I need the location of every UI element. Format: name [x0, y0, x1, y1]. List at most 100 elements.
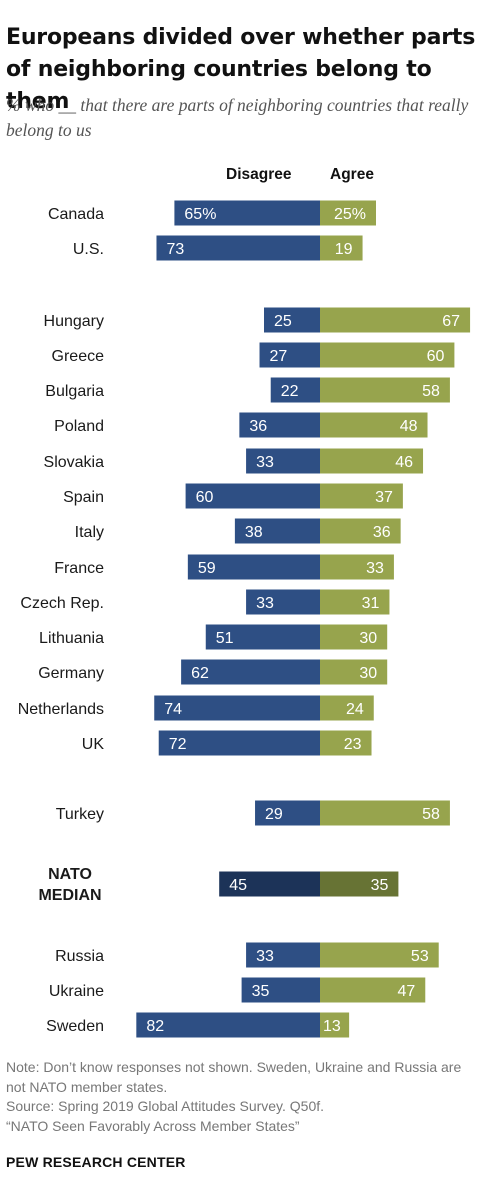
value-label-disagree-ukraine: 35	[252, 983, 270, 1000]
bar-agree-u-s	[320, 235, 363, 261]
bar-row-france: France 59 33	[54, 554, 394, 580]
category-label-canada: Canada	[48, 206, 104, 223]
bar-row-turkey: Turkey 29 58	[56, 800, 450, 826]
bar-disagree-bulgaria	[270, 377, 320, 403]
bar-agree-sweden	[320, 1012, 350, 1038]
value-label-agree-italy: 36	[373, 524, 391, 541]
value-label-disagree-italy: 38	[245, 524, 263, 541]
category-label-uk: UK	[82, 736, 105, 753]
value-label-disagree-germany: 62	[191, 665, 209, 682]
bar-row-u-s: U.S. 73 19	[73, 235, 363, 261]
bar-row-canada: Canada 65% 25%	[48, 200, 376, 226]
category-label-czech-rep: Czech Rep.	[20, 595, 104, 612]
source-text: Source: Spring 2019 Global Attitudes Sur…	[6, 1098, 325, 1114]
value-label-disagree-lithuania: 51	[216, 630, 234, 647]
value-label-agree-spain: 37	[375, 489, 393, 506]
bar-agree-turkey	[320, 800, 450, 826]
value-label-disagree-netherlands: 74	[164, 701, 182, 718]
bar-disagree-spain	[185, 483, 320, 509]
chart-notes: Note: Don’t know responses not shown. Sw…	[6, 1058, 484, 1136]
bar-disagree-italy	[234, 518, 320, 544]
value-label-disagree-u-s: 73	[166, 241, 184, 258]
category-label-slovakia: Slovakia	[44, 454, 105, 471]
category-label-turkey: Turkey	[56, 806, 104, 823]
bar-agree-lithuania	[320, 624, 388, 650]
value-label-agree-ukraine: 47	[397, 983, 415, 1000]
value-label-agree-france: 33	[366, 560, 384, 577]
bar-agree-hungary	[320, 307, 471, 333]
value-label-agree-bulgaria: 58	[422, 383, 440, 400]
bar-row-poland: Poland 36 48	[54, 412, 428, 438]
bar-row-greece: Greece 27 60	[52, 342, 455, 368]
value-label-agree-germany: 30	[359, 665, 377, 682]
bar-row-sweden: Sweden 82 13	[46, 1012, 350, 1038]
bar-disagree-uk	[158, 730, 320, 756]
bar-disagree-hungary	[264, 307, 320, 333]
value-label-agree-slovakia: 46	[395, 454, 413, 471]
bar-disagree-germany	[181, 659, 320, 685]
bar-row-ukraine: Ukraine 35 47	[49, 977, 426, 1003]
bar-agree-germany	[320, 659, 388, 685]
value-label-agree-lithuania: 30	[359, 630, 377, 647]
bar-disagree-lithuania	[205, 624, 320, 650]
value-label-disagree-bulgaria: 22	[281, 383, 299, 400]
value-label-disagree-hungary: 25	[274, 313, 292, 330]
report-title-text: “NATO Seen Favorably Across Member State…	[6, 1117, 300, 1134]
category-label-nato-median: NATO MEDIAN	[38, 866, 101, 904]
value-label-agree-czech-rep: 31	[362, 595, 380, 612]
bar-row-bulgaria: Bulgaria 22 58	[45, 377, 450, 403]
bar-agree-russia	[320, 942, 439, 968]
bar-agree-uk	[320, 730, 372, 756]
category-label-netherlands: Netherlands	[18, 701, 104, 718]
chart-title: Europeans divided over whether parts of …	[6, 25, 476, 114]
bar-disagree-poland	[239, 412, 320, 438]
bar-disagree-greece	[259, 342, 320, 368]
bar-row-germany: Germany 62 30	[38, 659, 388, 685]
category-label-hungary: Hungary	[44, 313, 104, 330]
legend-agree: Agree	[330, 166, 374, 183]
value-label-disagree-turkey: 29	[265, 806, 283, 823]
bar-agree-netherlands	[320, 695, 374, 721]
bar-disagree-netherlands	[154, 695, 320, 721]
category-label-italy: Italy	[75, 524, 104, 541]
diverging-bar-chart: Canada 65% 25% U.S. 73 19 Hungary 25 67 Greece 27 6…	[18, 200, 471, 1038]
bar-disagree-ukraine	[241, 977, 320, 1003]
value-label-disagree-france: 59	[198, 560, 216, 577]
bar-agree-greece	[320, 342, 455, 368]
category-label-greece: Greece	[52, 348, 105, 365]
value-label-disagree-russia: 33	[256, 948, 274, 965]
bar-agree-czech-rep	[320, 589, 390, 615]
bar-row-netherlands: Netherlands 74 24	[18, 695, 374, 721]
value-label-agree-u-s: 19	[335, 241, 353, 258]
chart-subtitle: % who __ that there are parts of neighbo…	[6, 95, 469, 140]
category-label-spain: Spain	[63, 489, 104, 506]
category-label-lithuania: Lithuania	[39, 630, 104, 647]
note-text: Note: Don’t know responses not shown. Sw…	[6, 1059, 462, 1095]
category-label-poland: Poland	[54, 418, 104, 435]
bar-disagree-sweden	[136, 1012, 320, 1038]
bar-agree-ukraine	[320, 977, 426, 1003]
value-label-agree-greece: 60	[427, 348, 445, 365]
bar-agree-italy	[320, 518, 401, 544]
bar-agree-spain	[320, 483, 403, 509]
value-label-disagree-uk: 72	[169, 736, 187, 753]
bar-agree-bulgaria	[320, 377, 450, 403]
value-label-disagree-poland: 36	[249, 418, 267, 435]
bar-row-lithuania: Lithuania 51 30	[39, 624, 388, 650]
value-label-disagree-slovakia: 33	[256, 454, 274, 471]
value-label-agree-nato-median: 35	[371, 877, 389, 894]
value-label-agree-sweden: 13	[323, 1018, 341, 1035]
value-label-disagree-nato-median: 45	[229, 877, 247, 894]
bar-row-czech-rep: Czech Rep. 33 31	[20, 589, 390, 615]
value-label-disagree-spain: 60	[196, 489, 214, 506]
bar-disagree-slovakia	[246, 448, 320, 474]
bar-disagree-czech-rep	[246, 589, 320, 615]
bar-disagree-france	[187, 554, 320, 580]
category-label-germany: Germany	[38, 665, 104, 682]
bar-disagree-u-s	[156, 235, 320, 261]
bar-disagree-russia	[246, 942, 320, 968]
value-label-agree-turkey: 58	[422, 806, 440, 823]
category-label-bulgaria: Bulgaria	[45, 383, 104, 400]
bar-row-slovakia: Slovakia 33 46	[44, 448, 424, 474]
bar-agree-canada	[320, 200, 376, 226]
